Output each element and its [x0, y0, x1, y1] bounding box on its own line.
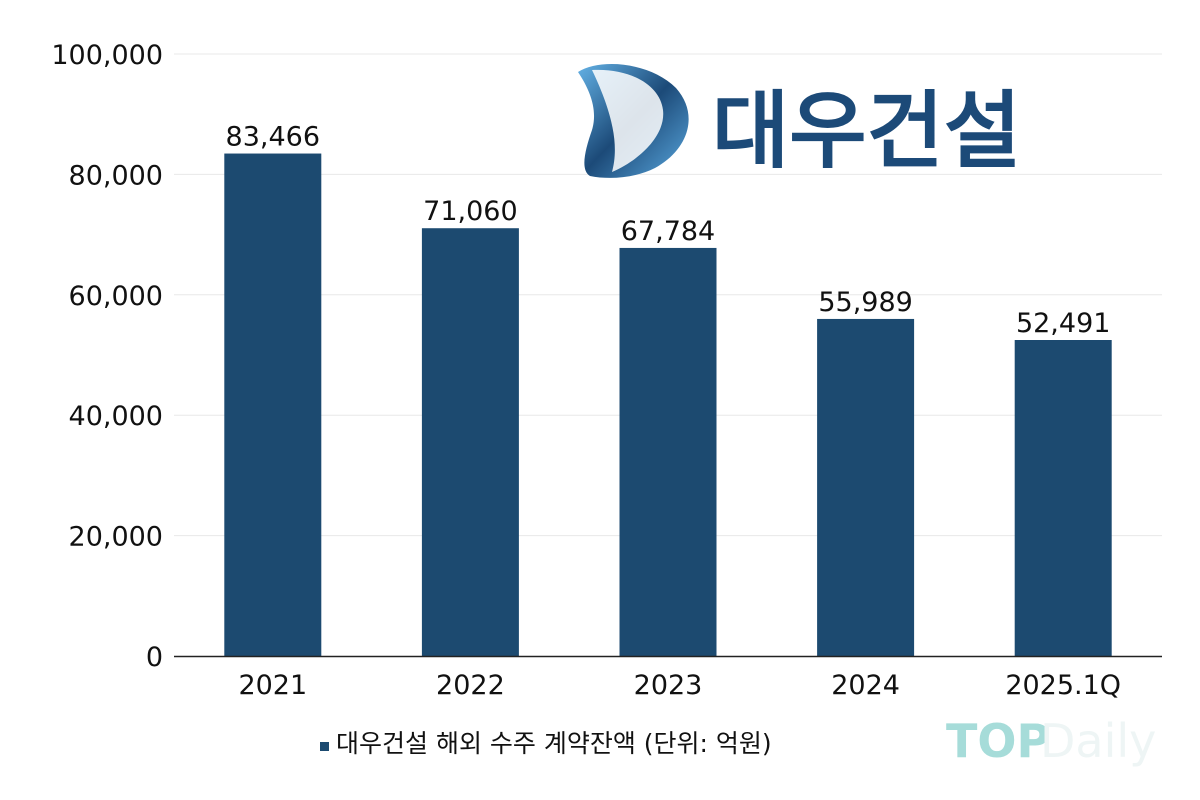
bar-2023 [619, 247, 717, 657]
x-axis-ticks: 2021 2022 2023 2024 2025.1Q [238, 670, 1121, 701]
x-tick-label: 2025.1Q [1005, 670, 1121, 701]
company-logo: 대우건설 [578, 64, 1021, 180]
bar-2022 [421, 228, 519, 656]
y-tick-label: 0 [146, 642, 163, 673]
bar-2021 [224, 153, 322, 657]
data-labels: 83,466 71,060 67,784 55,989 52,491 [226, 122, 1111, 339]
data-label: 52,491 [1016, 308, 1110, 339]
data-label: 71,060 [423, 196, 517, 227]
data-label: 83,466 [226, 122, 320, 153]
watermark-top: TOP [946, 714, 1050, 768]
legend-swatch [320, 742, 329, 751]
legend-label: 대우건설 해외 수주 계약잔액 (단위: 억원) [336, 729, 772, 758]
x-tick-label: 2023 [634, 670, 703, 701]
data-label: 55,989 [818, 287, 912, 318]
bar-2025.1Q [1014, 340, 1112, 656]
logo-mark-icon [578, 64, 689, 178]
legend: 대우건설 해외 수주 계약잔액 (단위: 억원) [320, 729, 772, 758]
y-tick-label: 20,000 [69, 522, 163, 553]
y-tick-label: 80,000 [69, 160, 163, 191]
y-axis-ticks: 0 20,000 40,000 60,000 80,000 100,000 [51, 40, 163, 673]
x-tick-label: 2022 [436, 670, 505, 701]
data-label: 67,784 [621, 216, 715, 247]
watermark-daily: Daily [1040, 714, 1156, 768]
x-tick-label: 2021 [238, 670, 307, 701]
bar-2024 [817, 318, 915, 656]
logo-text: 대우건설 [712, 82, 1021, 180]
x-tick-label: 2024 [831, 670, 900, 701]
watermark: TOP Daily [946, 714, 1156, 768]
bars [224, 153, 1112, 657]
y-tick-label: 40,000 [69, 401, 163, 432]
y-tick-label: 100,000 [51, 40, 163, 71]
y-tick-label: 60,000 [69, 281, 163, 312]
